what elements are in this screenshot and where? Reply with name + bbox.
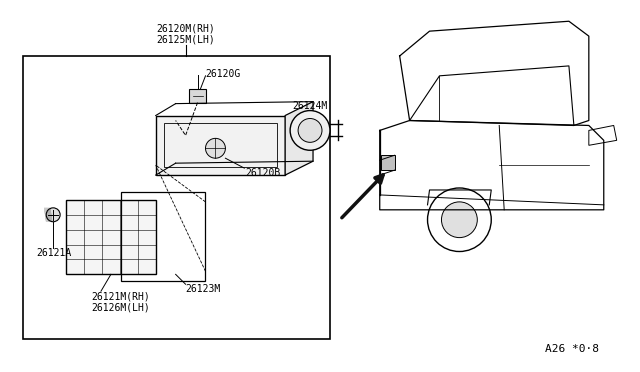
Bar	[156, 116, 285, 175]
Text: 26120B: 26120B	[245, 168, 280, 178]
Text: 26124M: 26124M	[292, 101, 328, 110]
Bar	[66, 200, 156, 274]
Bar	[23, 56, 330, 339]
Bar	[121, 192, 205, 281]
Text: 26120G: 26120G	[205, 69, 241, 79]
Circle shape	[46, 208, 60, 222]
Text: 26121A: 26121A	[36, 247, 72, 257]
Bar	[189, 89, 207, 103]
Text: A26 *0·8: A26 *0·8	[545, 344, 599, 354]
Text: 26123M: 26123M	[186, 284, 221, 294]
Circle shape	[442, 202, 477, 238]
Text: 26120M(RH): 26120M(RH)	[156, 23, 215, 33]
Text: 26126M(LH): 26126M(LH)	[91, 302, 150, 312]
Bar	[381, 155, 395, 170]
Circle shape	[205, 138, 225, 158]
Circle shape	[428, 188, 492, 251]
Text: 26121M(RH): 26121M(RH)	[91, 291, 150, 301]
Polygon shape	[285, 102, 313, 175]
Circle shape	[298, 119, 322, 142]
Bar	[164, 124, 277, 167]
Circle shape	[290, 110, 330, 150]
Text: 26125M(LH): 26125M(LH)	[156, 34, 215, 44]
